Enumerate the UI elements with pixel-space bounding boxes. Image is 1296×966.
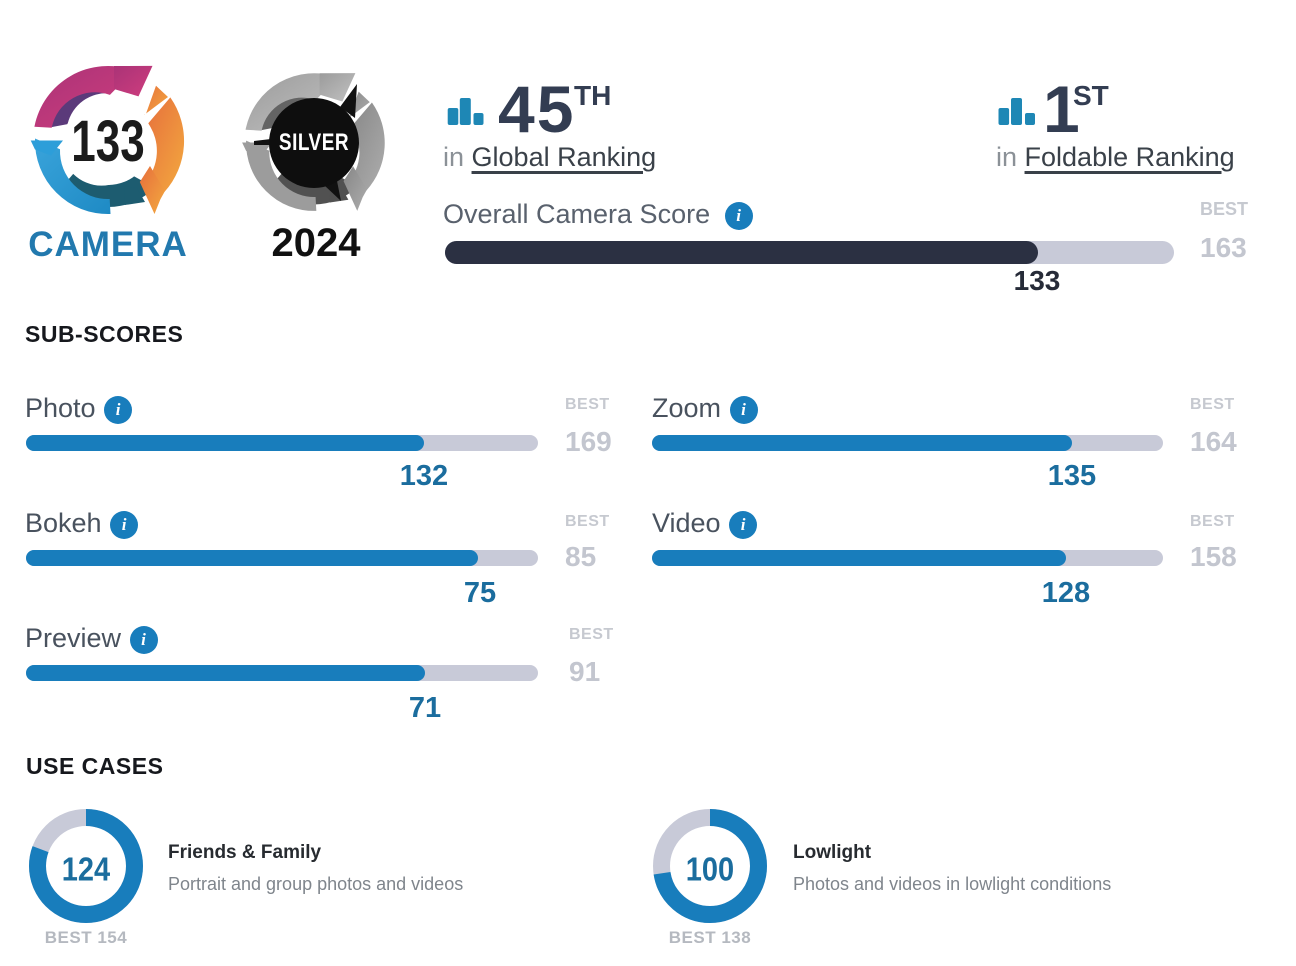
svg-text:133: 133	[71, 108, 144, 173]
svg-text:100: 100	[686, 850, 734, 887]
svg-text:124: 124	[62, 850, 111, 887]
svg-text:SILVER: SILVER	[279, 128, 349, 156]
